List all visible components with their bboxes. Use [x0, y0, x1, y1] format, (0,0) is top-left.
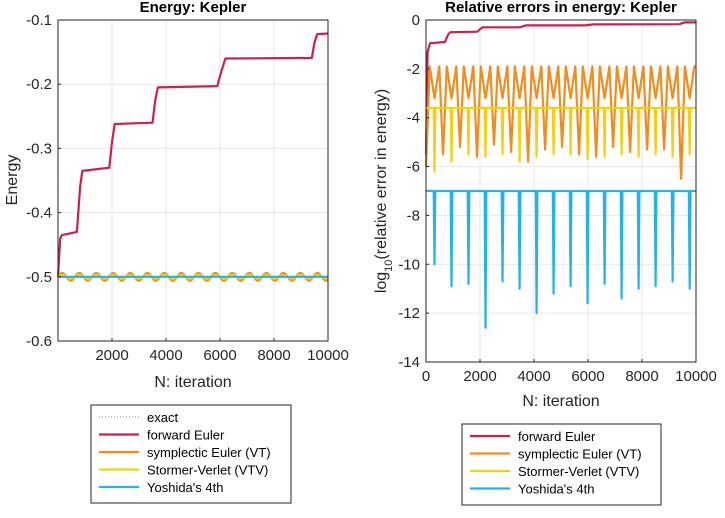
relative-error-axes-box: [425, 19, 697, 363]
energy-axes-box: [57, 19, 329, 342]
energy-x-label: N: iteration: [154, 374, 231, 391]
relative-error-legend-label: Stormer-Verlet (VTV): [518, 464, 639, 479]
relative-error-x-tick-label: 8000: [625, 368, 658, 385]
relative-error-y-tick-label: -2: [407, 61, 420, 78]
energy-plot-area: [58, 20, 328, 341]
relative-error-x-tick-label: 4000: [517, 368, 550, 385]
relative-error-ticks: 0 2000 4000 6000 8000 10000 -14 -12 -10 -8 -6 -4 -2 0: [398, 12, 717, 385]
relative-error-y-tick-label: -14: [398, 354, 420, 371]
relative-error-y-tick-label: -10: [398, 256, 420, 273]
energy-y-tick-label: -0.4: [26, 205, 52, 222]
relative-error-series: [424, 21, 696, 329]
energy-y-tick-label: -0.3: [26, 140, 52, 157]
relative-error-y-tick-label: 0: [412, 12, 420, 29]
energy-chart-title: Energy: Kepler: [140, 0, 247, 16]
relative-error-x-label: N: iteration: [522, 393, 599, 410]
relative-error-series-stormer-verlet-vtv: [426, 106, 696, 173]
energy-y-tick-label: -0.6: [26, 333, 52, 350]
relative-error-chart-title: Relative errors in energy: Kepler: [445, 0, 677, 16]
energy-series: [56, 32, 329, 282]
energy-ticks: 2000 4000 6000 8000 10000 -0.6 -0.5 -0.4 -0.3 -0.…: [26, 12, 349, 364]
energy-legend-label: forward Euler: [147, 428, 225, 443]
relative-error-y-tick-label: -12: [398, 305, 420, 322]
relative-error-y-tick-label: -6: [407, 159, 420, 176]
energy-series-forward-euler: [56, 32, 329, 277]
energy-chart: Energy: Kepler 2000 4000 6000 8000 10000 -0.6…: [4, 0, 349, 391]
energy-legend: exact forward Euler symplectic Euler (VT) S…: [90, 404, 292, 504]
relative-error-series-forward-euler: [424, 21, 696, 155]
energy-x-tick-label: 10000: [307, 347, 349, 364]
energy-legend-label: Yoshida's 4th: [147, 480, 223, 495]
energy-legend-label: exact: [147, 410, 178, 425]
energy-y-tick-label: -0.2: [26, 76, 52, 93]
relative-error-x-tick-label: 10000: [675, 368, 717, 385]
energy-y-label: Energy: [4, 155, 21, 206]
energy-x-tick-label: 4000: [149, 347, 182, 364]
relative-error-series-symplectic-euler-vt: [424, 65, 696, 180]
relative-error-legend-box: [461, 423, 662, 506]
relative-error-y-tick-label: -4: [407, 110, 420, 127]
relative-error-legend-label: symplectic Euler (VT): [518, 447, 642, 462]
relative-error-x-tick-label: 6000: [571, 368, 604, 385]
relative-error-chart: Relative errors in energy: Kepler 0 2000 4…: [373, 0, 717, 410]
energy-legend-label: symplectic Euler (VT): [147, 445, 271, 460]
relative-error-series-yoshida-s-4th: [426, 189, 696, 329]
relative-error-y-label: log10(relative error in energy): [373, 89, 395, 293]
relative-error-x-tick-label: 0: [422, 368, 430, 385]
relative-error-legend-label: forward Euler: [518, 429, 596, 444]
relative-error-legend: forward Euler symplectic Euler (VT) Storme…: [461, 423, 662, 506]
energy-x-tick-label: 6000: [203, 347, 236, 364]
relative-error-x-tick-label: 2000: [463, 368, 496, 385]
energy-x-tick-label: 2000: [95, 347, 128, 364]
energy-legend-label: Stormer-Verlet (VTV): [147, 463, 268, 478]
energy-y-tick-label: -0.5: [26, 269, 52, 286]
relative-error-legend-label: Yoshida's 4th: [518, 482, 594, 497]
energy-y-tick-label: -0.1: [26, 12, 52, 29]
relative-error-y-tick-label: -8: [407, 207, 420, 224]
energy-x-tick-label: 8000: [257, 347, 290, 364]
